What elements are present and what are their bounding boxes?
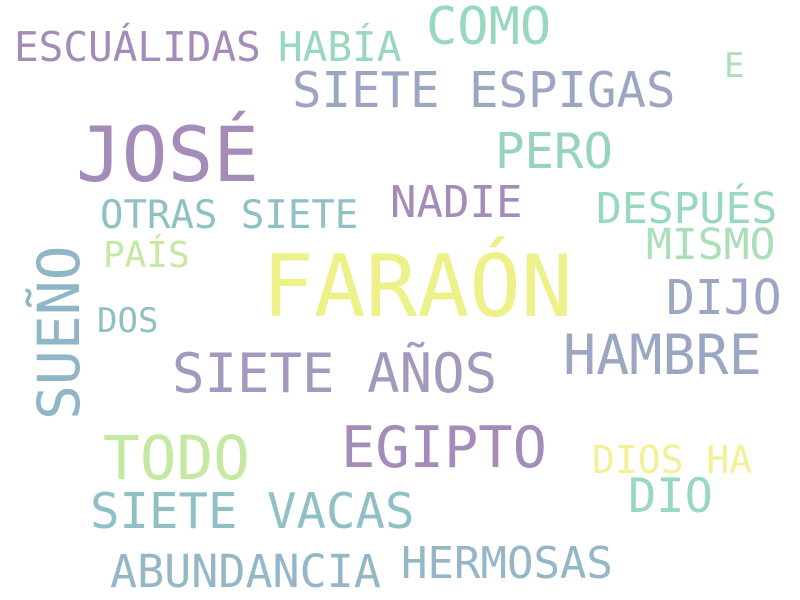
word-e: E — [724, 46, 745, 86]
word-siete-vacas: SIETE VACAS — [90, 483, 415, 540]
word-siete-espigas: SIETE ESPIGAS — [292, 62, 676, 119]
word-dio: DIO — [628, 469, 713, 524]
word-hermosas: HERMOSAS — [401, 538, 613, 589]
word-hambre: HAMBRE — [563, 323, 762, 387]
word-mismo: MISMO — [646, 220, 776, 270]
word-jose: JOSÉ — [76, 110, 260, 199]
word-dos: DOS — [97, 301, 159, 341]
word-siete-anos: SIETE AÑOS — [172, 342, 498, 405]
word-dijo: DIJO — [666, 270, 782, 326]
word-dios-ha: DIOS HA — [592, 438, 753, 482]
word-egipto: EGIPTO — [341, 415, 547, 481]
word-nadie: NADIE — [390, 177, 523, 228]
word-pero: PERO — [495, 123, 614, 180]
word-como: COMO — [426, 0, 552, 57]
word-habia: HABÍA — [278, 23, 402, 71]
word-faraon: FARAÓN — [262, 237, 573, 337]
word-sueno: SUEÑO — [25, 245, 93, 420]
word-pais: PAÍS — [103, 235, 190, 276]
word-despues: DESPUÉS — [596, 184, 778, 234]
word-escualidas: ESCUÁLIDAS — [14, 23, 261, 71]
word-otras-siete: OTRAS SIETE — [100, 193, 359, 238]
word-abundancia: ABUNDANCIA — [110, 545, 381, 598]
word-todo: TODO — [103, 423, 250, 494]
